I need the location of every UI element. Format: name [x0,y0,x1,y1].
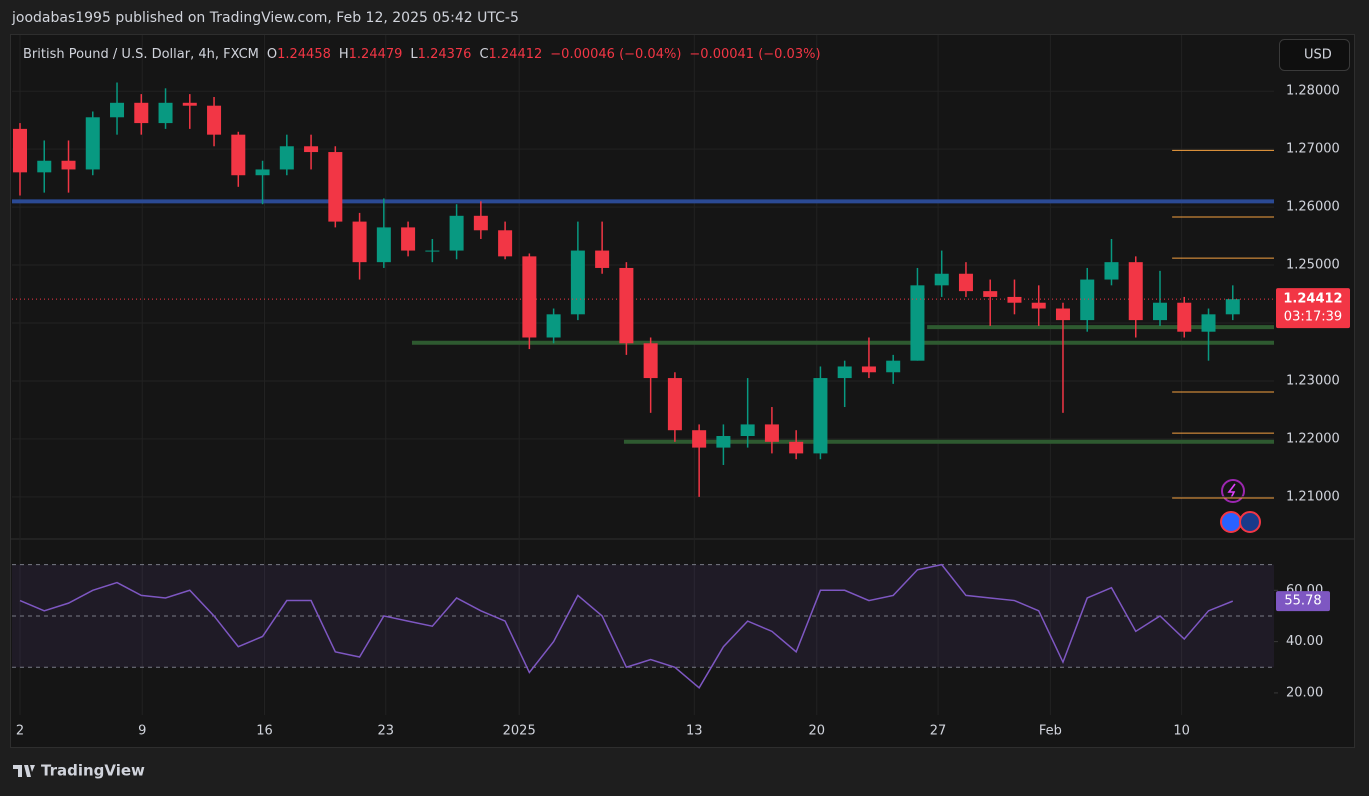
candle-body [789,441,804,454]
legend-value: 1.24376 [418,47,472,62]
x-tick-label: 2 [16,724,24,739]
y-tick-label: 1.23000 [1286,373,1340,388]
rsi-value-box [1276,591,1330,612]
candle-body [182,102,197,106]
candle-body [401,227,416,251]
candle-body [716,436,731,448]
candle-body [1128,262,1143,321]
candle-body [764,424,779,442]
candle-body [934,273,949,286]
candle-body [643,343,658,379]
candle-body [958,273,973,292]
x-tick-label: 20 [809,724,826,739]
brand-name: TradingView [41,762,145,780]
candle-body [207,105,222,135]
candle-body [158,102,173,124]
candle-body [352,221,367,263]
candle-body [37,160,52,173]
y-tick-label: 1.22000 [1286,431,1340,446]
legend-key: L [410,47,418,62]
candle-body [740,424,755,437]
rsi-value-label: 55.78 [1284,594,1321,609]
y-tick-label: 20.00 [1286,685,1323,700]
candle-body [425,250,440,252]
candle-body [570,250,585,315]
candle-body [279,146,294,170]
candle-body [619,267,634,344]
candle-body [595,250,610,268]
candle-body [1104,262,1119,280]
x-tick-label: 16 [256,724,273,739]
byline: joodabas1995 published on TradingView.co… [11,10,519,26]
candle-body [522,256,537,338]
candle-body [498,230,513,257]
alert-icon[interactable] [1221,479,1245,503]
candle-body [692,430,707,448]
x-tick-label: 10 [1173,724,1190,739]
candle-body [837,366,852,379]
legend-key: O [267,47,277,62]
candle-body [376,227,391,263]
candle-body [983,291,998,297]
rsi-line [19,563,1234,689]
legend-value: 1.24412 [489,47,543,62]
legend-key: H [339,47,349,62]
candle-body [546,314,561,338]
candle-body [304,146,319,153]
candle-body [449,215,464,251]
candle-body [1177,302,1192,332]
last-price-label: 1.24412 [1283,292,1342,307]
legend-value: 1.24458 [277,47,331,62]
brand-logo [13,765,35,777]
legend: British Pound / U.S. Dollar, 4h, FXCM O1.… [23,47,821,62]
y-tick-label: 1.28000 [1286,84,1340,99]
x-tick-label: Feb [1039,724,1062,739]
x-tick-label: 9 [138,724,146,739]
y-tick-label: 1.21000 [1286,489,1340,504]
candle-body [861,366,876,373]
y-tick-label: 1.25000 [1286,258,1340,273]
candle-body [85,117,100,170]
candle-body [110,102,125,118]
candle-body [1007,296,1022,303]
candle-body [1080,279,1095,321]
countdown: 03:17:39 [1284,310,1342,325]
candle-body [1201,314,1216,332]
event-flags[interactable] [1220,511,1261,533]
candle-body [231,134,246,176]
candle-body [328,152,343,222]
legend-change: −0.00041 (−0.03%) [689,47,820,62]
candle-body [255,169,270,176]
y-tick-label: 1.27000 [1286,142,1340,157]
candle-body [1055,308,1070,321]
candle-body [13,128,28,173]
x-tick-label: 13 [686,724,703,739]
candle-body [910,285,925,361]
x-tick-label: 2025 [503,724,536,739]
legend-symbol: British Pound / U.S. Dollar, 4h, FXCM [23,47,259,62]
candle-body [1225,299,1240,315]
y-tick-label: 1.26000 [1286,200,1340,215]
candle-body [134,102,149,124]
currency-button[interactable] [1279,39,1350,71]
x-tick-label: 27 [930,724,947,739]
candle-body [1031,302,1046,309]
candle-body [1153,302,1168,321]
y-tick-label: 40.00 [1286,634,1323,649]
currency-label[interactable]: USD [1304,48,1332,63]
legend-key: C [479,47,488,62]
legend-value: 1.24479 [349,47,403,62]
candle-body [61,160,76,170]
legend-change: −0.00046 (−0.04%) [550,47,681,62]
x-tick-label: 23 [377,724,394,739]
candle-body [667,378,682,431]
candle-body [473,215,488,231]
last-price-box [1276,288,1350,329]
candle-body [813,378,828,454]
candle-body [886,360,901,373]
